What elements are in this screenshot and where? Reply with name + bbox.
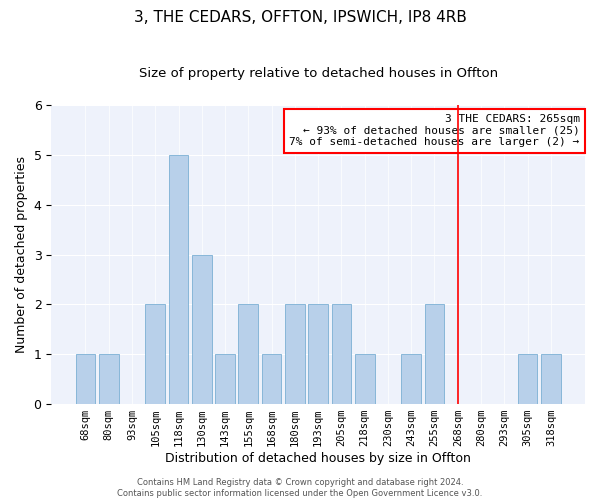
Text: 3 THE CEDARS: 265sqm
← 93% of detached houses are smaller (25)
7% of semi-detach: 3 THE CEDARS: 265sqm ← 93% of detached h… <box>289 114 580 148</box>
Bar <box>285 304 305 404</box>
Bar <box>541 354 561 404</box>
Title: Size of property relative to detached houses in Offton: Size of property relative to detached ho… <box>139 68 498 80</box>
Text: 3, THE CEDARS, OFFTON, IPSWICH, IP8 4RB: 3, THE CEDARS, OFFTON, IPSWICH, IP8 4RB <box>134 10 466 25</box>
Bar <box>355 354 374 404</box>
Bar <box>308 304 328 404</box>
Bar <box>262 354 281 404</box>
Bar <box>76 354 95 404</box>
Bar <box>145 304 165 404</box>
Y-axis label: Number of detached properties: Number of detached properties <box>15 156 28 353</box>
Bar <box>215 354 235 404</box>
Bar <box>99 354 119 404</box>
Bar <box>192 254 212 404</box>
Bar <box>332 304 352 404</box>
Bar <box>401 354 421 404</box>
Bar <box>169 155 188 404</box>
Bar <box>238 304 258 404</box>
Bar <box>518 354 538 404</box>
Bar <box>425 304 445 404</box>
Text: Contains HM Land Registry data © Crown copyright and database right 2024.
Contai: Contains HM Land Registry data © Crown c… <box>118 478 482 498</box>
X-axis label: Distribution of detached houses by size in Offton: Distribution of detached houses by size … <box>165 452 471 465</box>
